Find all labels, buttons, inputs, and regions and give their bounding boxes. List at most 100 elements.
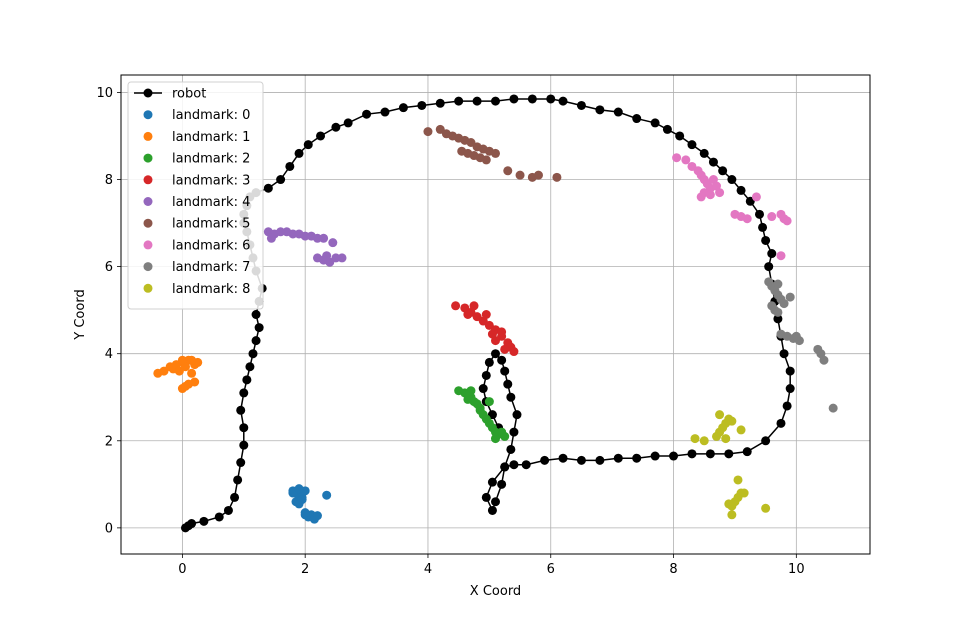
landmark-point — [484, 397, 494, 407]
robot-point — [521, 460, 531, 470]
legend-entry: landmark: 8 — [143, 282, 250, 297]
robot-point — [487, 505, 497, 515]
landmark-point — [319, 233, 329, 243]
robot-point — [316, 131, 326, 141]
robot-point — [343, 118, 353, 128]
robot-point — [509, 460, 519, 470]
landmark-point — [509, 347, 519, 357]
robot-point — [613, 453, 623, 463]
series-8 — [764, 277, 838, 413]
robot-point — [650, 451, 660, 461]
landmark-point — [463, 394, 473, 404]
landmark-point — [767, 212, 777, 222]
robot-point — [509, 427, 519, 437]
robot-point — [718, 166, 728, 176]
robot-point — [782, 401, 792, 411]
legend-entry: landmark: 2 — [143, 152, 250, 167]
landmark-point — [423, 127, 433, 137]
landmark-point — [491, 434, 500, 444]
robot-point — [613, 107, 623, 117]
legend-entry: landmark: 7 — [143, 260, 250, 275]
landmark-point — [533, 170, 543, 180]
robot-point — [761, 436, 771, 446]
landmark-point — [187, 355, 197, 365]
landmark-point — [481, 310, 491, 319]
landmark-point — [328, 238, 338, 248]
robot-point — [650, 118, 660, 128]
robot-point — [497, 355, 507, 365]
robot-point — [478, 384, 488, 394]
landmark-point — [819, 355, 829, 365]
robot-point — [500, 462, 510, 472]
landmark-point — [727, 416, 737, 426]
robot-point — [699, 148, 709, 158]
landmark-point — [451, 301, 461, 311]
landmark-point — [761, 503, 771, 513]
landmark-point — [515, 170, 525, 180]
robot-point — [294, 148, 304, 158]
legend-marker — [143, 197, 153, 206]
robot-point — [724, 449, 734, 459]
y-axis-label: Y Coord — [73, 289, 88, 340]
landmark-point — [742, 214, 752, 224]
series-2 — [153, 355, 203, 394]
robot-point — [233, 475, 243, 485]
legend-marker — [143, 240, 153, 250]
x-tick-label: 4 — [424, 562, 432, 577]
landmark-point — [721, 434, 731, 444]
robot-point — [214, 512, 224, 522]
landmark-point — [491, 148, 500, 158]
landmark-point — [174, 366, 184, 376]
legend-marker — [143, 131, 153, 141]
robot-point — [767, 249, 777, 259]
x-axis-label: X Coord — [470, 584, 521, 599]
robot-point — [754, 209, 764, 219]
robot-point — [484, 357, 494, 367]
robot-point — [595, 455, 605, 465]
robot-point — [223, 505, 233, 515]
robot-point — [558, 96, 568, 106]
series-9 — [690, 410, 771, 520]
landmark-point — [727, 510, 737, 520]
landmark-point — [791, 331, 801, 341]
legend-entry: landmark: 3 — [143, 173, 250, 188]
landmark-point — [690, 434, 700, 444]
robot-point — [785, 366, 795, 376]
landmark-point — [312, 511, 322, 521]
robot-point — [785, 384, 795, 394]
legend-entry: robot — [134, 87, 206, 102]
landmark-point — [294, 484, 304, 494]
robot-point — [595, 105, 605, 115]
legend-label: landmark: 4 — [172, 195, 250, 210]
robot-point — [540, 455, 550, 465]
landmark-point — [466, 386, 476, 396]
landmark-point — [699, 436, 709, 446]
robot-point — [576, 455, 586, 465]
robot-point — [481, 370, 491, 380]
robot-point — [251, 336, 261, 346]
robot-point — [491, 96, 500, 106]
landmark-point — [481, 155, 491, 165]
robot-point — [242, 375, 252, 385]
landmark-point — [715, 410, 725, 420]
x-tick-label: 10 — [788, 562, 805, 577]
robot-point — [758, 222, 768, 232]
landmark-point — [190, 377, 200, 387]
landmark-point — [463, 310, 473, 319]
robot-point — [254, 323, 264, 333]
landmark-point — [503, 166, 513, 176]
legend-label: landmark: 6 — [172, 238, 250, 253]
legend-label: landmark: 5 — [172, 217, 250, 232]
landmark-point — [475, 405, 485, 415]
legend-label: landmark: 0 — [172, 108, 250, 123]
landmark-point — [767, 301, 777, 311]
robot-point — [239, 440, 249, 450]
landmark-point — [779, 299, 789, 309]
series-3 — [454, 386, 510, 444]
landmark-point — [773, 307, 783, 317]
robot-point — [662, 124, 672, 134]
robot-point — [506, 392, 516, 402]
robot-point — [632, 453, 642, 463]
robot-point — [239, 388, 249, 398]
robot-point — [481, 492, 491, 502]
